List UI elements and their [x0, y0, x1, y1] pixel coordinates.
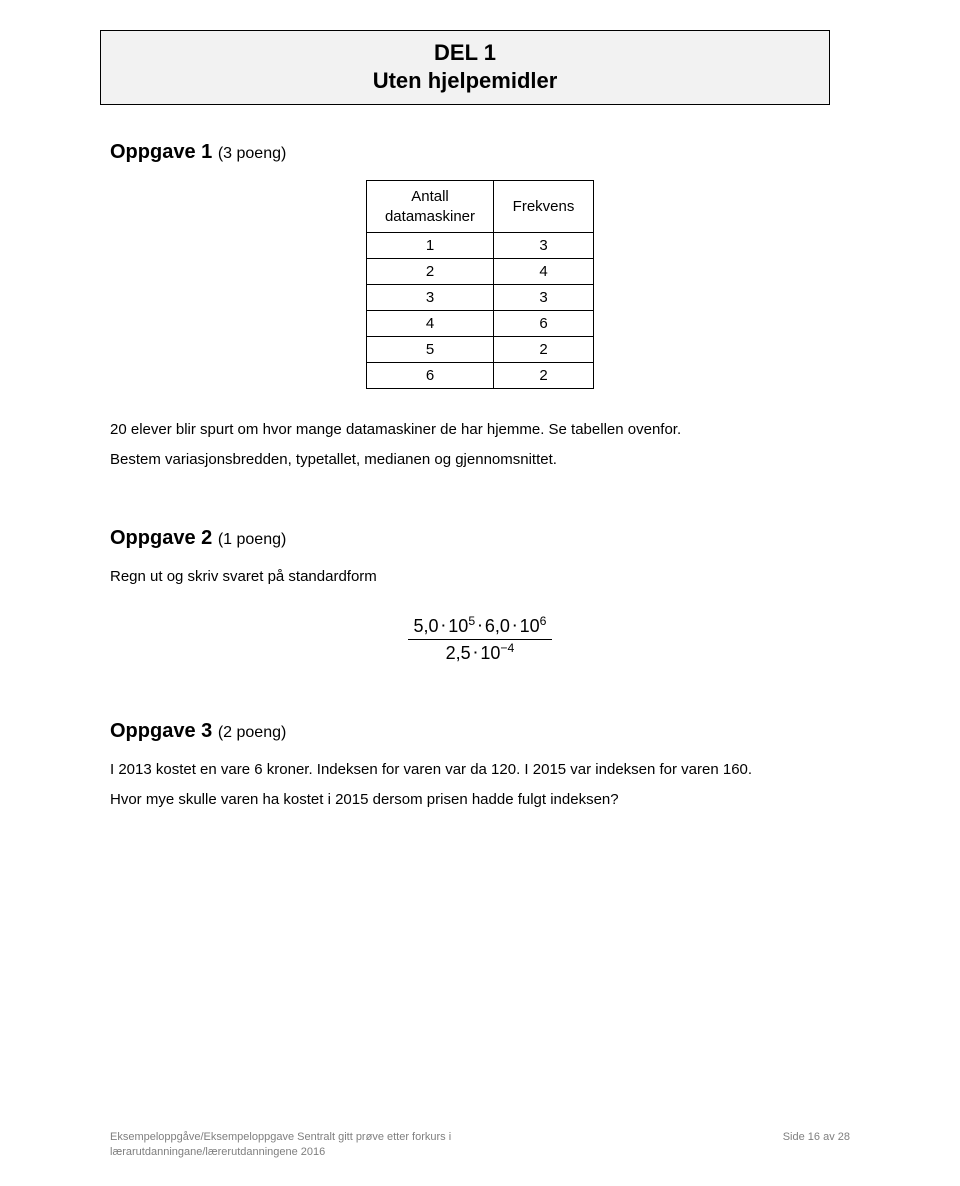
cell-a: 1 [366, 233, 493, 259]
num-b-base: 10 [520, 616, 540, 636]
cell-f: 4 [494, 259, 594, 285]
task1-heading: Oppgave 1 (3 poeng) [110, 141, 850, 164]
header-col1-line2: datamaskiner [385, 208, 475, 225]
num-b-exp: 6 [540, 614, 547, 628]
footer-left: Eksempeloppgåve/Eksempeloppgave Sentralt… [110, 1130, 451, 1160]
footer-left-line2: lærarutdanningane/lærerutdanningene 2016 [110, 1146, 325, 1158]
table-header-col2: Frekvens [494, 181, 594, 233]
dot-icon: ⋅ [439, 616, 449, 636]
task3-para2: Hvor mye skulle varen ha kostet i 2015 d… [110, 789, 850, 811]
task1-para1: 20 elever blir spurt om hvor mange datam… [110, 419, 850, 441]
cell-a: 4 [366, 311, 493, 337]
table-row: 4 6 [366, 311, 593, 337]
task2-heading: Oppgave 2 (1 poeng) [110, 527, 850, 550]
den-exp: −4 [500, 641, 514, 655]
num-b-coef: 6,0 [485, 616, 510, 636]
footer-right: Side 16 av 28 [783, 1130, 850, 1145]
table-row: 2 4 [366, 259, 593, 285]
task-2: Oppgave 2 (1 poeng) Regn ut og skriv sva… [110, 527, 850, 664]
numerator: 5,0⋅105⋅6,0⋅106 [408, 615, 553, 640]
fraction: 5,0⋅105⋅6,0⋅106 2,5⋅10−4 [408, 615, 553, 664]
task-3: Oppgave 3 (2 poeng) I 2013 kostet en var… [110, 720, 850, 811]
cell-a: 6 [366, 363, 493, 389]
task2-formula: 5,0⋅105⋅6,0⋅106 2,5⋅10−4 [110, 615, 850, 664]
task3-para1: I 2013 kostet en vare 6 kroner. Indeksen… [110, 759, 850, 781]
task2-title: Oppgave 2 [110, 527, 212, 549]
cell-f: 2 [494, 337, 594, 363]
cell-a: 3 [366, 285, 493, 311]
title-box: DEL 1 Uten hjelpemidler [100, 30, 830, 105]
task1-title: Oppgave 1 [110, 141, 212, 163]
page-footer: Eksempeloppgåve/Eksempeloppgave Sentralt… [110, 1130, 850, 1160]
task1-table: Antall datamaskiner Frekvens 1 3 2 4 3 [366, 180, 594, 389]
den-coef: 2,5 [446, 643, 471, 663]
task3-title: Oppgave 3 [110, 720, 212, 742]
table-row: 1 3 [366, 233, 593, 259]
cell-f: 2 [494, 363, 594, 389]
denominator: 2,5⋅10−4 [408, 640, 553, 664]
task3-points: (2 poeng) [218, 724, 287, 741]
num-a-coef: 5,0 [414, 616, 439, 636]
table-row: 5 2 [366, 337, 593, 363]
cell-a: 2 [366, 259, 493, 285]
task1-points: (3 poeng) [218, 145, 287, 162]
dot-icon: ⋅ [475, 616, 485, 636]
task3-heading: Oppgave 3 (2 poeng) [110, 720, 850, 743]
footer-left-line1: Eksempeloppgåve/Eksempeloppgave Sentralt… [110, 1131, 451, 1143]
header-col1-line1: Antall [411, 188, 449, 205]
title-line1: DEL 1 [101, 39, 829, 67]
den-base: 10 [480, 643, 500, 663]
table-header-row: Antall datamaskiner Frekvens [366, 181, 593, 233]
table-row: 3 3 [366, 285, 593, 311]
page-content: DEL 1 Uten hjelpemidler Oppgave 1 (3 poe… [0, 0, 960, 810]
cell-f: 6 [494, 311, 594, 337]
dot-icon: ⋅ [510, 616, 520, 636]
cell-f: 3 [494, 233, 594, 259]
task2-points: (1 poeng) [218, 531, 287, 548]
table-row: 6 2 [366, 363, 593, 389]
task2-para: Regn ut og skriv svaret på standardform [110, 566, 850, 588]
table-header-col1: Antall datamaskiner [366, 181, 493, 233]
dot-icon: ⋅ [471, 643, 481, 663]
task1-para2: Bestem variasjonsbredden, typetallet, me… [110, 449, 850, 471]
num-a-base: 10 [448, 616, 468, 636]
cell-a: 5 [366, 337, 493, 363]
task-1: Oppgave 1 (3 poeng) Antall datamaskiner … [110, 141, 850, 471]
cell-f: 3 [494, 285, 594, 311]
title-line2: Uten hjelpemidler [101, 67, 829, 95]
